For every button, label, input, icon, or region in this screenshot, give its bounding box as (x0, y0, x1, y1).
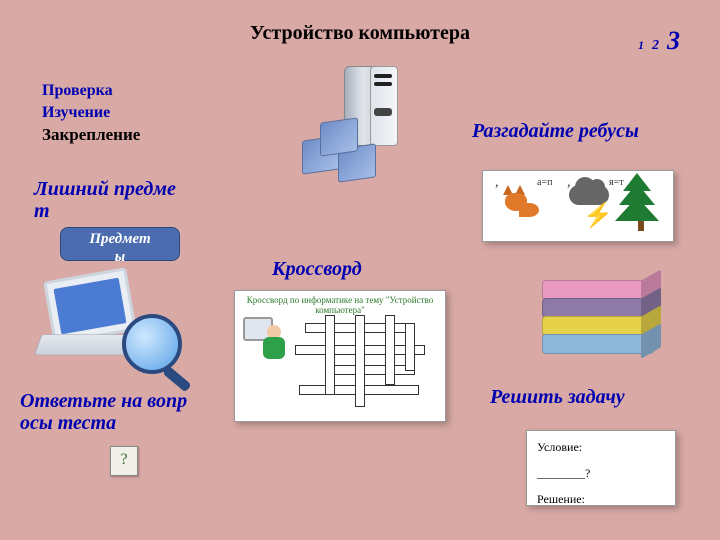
help-button[interactable]: ? (110, 446, 138, 476)
tree-icon (623, 181, 659, 231)
page-title: Устройство компьютера (0, 22, 720, 45)
task-solution-label: Решение: (537, 491, 665, 507)
books-stack-icon[interactable] (542, 280, 662, 360)
solve-task-label: Решить задачу (490, 386, 625, 408)
stage-check[interactable]: Проверка (42, 80, 140, 102)
stage-study[interactable]: Изучение (42, 102, 140, 124)
fox-icon (501, 189, 535, 223)
page-2-link[interactable]: 2 (652, 38, 659, 53)
page-1-link[interactable]: 1 (638, 38, 644, 52)
task-blank: ________? (537, 465, 665, 481)
page-number-nav[interactable]: 1 2 3 (638, 26, 680, 56)
rebus-hint-1: , (495, 175, 499, 191)
stage-fix-current: Закрепление (42, 124, 140, 146)
task-card[interactable]: Условие: ________? Решение: (526, 430, 676, 506)
items-button[interactable]: Предмет ы (60, 227, 180, 261)
computer-tower-icon (300, 60, 410, 180)
test-questions-label: Ответьте на вопр осы теста (20, 390, 230, 434)
crossword-header: Кроссворд по информатике на тему "Устрой… (235, 295, 445, 315)
laptop-search-icon[interactable] (36, 274, 166, 374)
rebus-hint-2: а=п (537, 177, 552, 188)
extra-item-label: Лишний предме т (34, 178, 224, 222)
rebus-card[interactable]: , а=п , я=т ⚡ (482, 170, 674, 242)
person-at-computer-icon (243, 317, 285, 363)
stage-menu: Проверка Изучение Закрепление (42, 80, 140, 146)
task-condition-label: Условие: (537, 439, 665, 455)
crossword-label: Кроссворд (272, 258, 362, 280)
crossword-grid-icon (295, 315, 435, 411)
page-3-current: 3 (667, 26, 680, 55)
crossword-card[interactable]: Кроссворд по информатике на тему "Устрой… (234, 290, 446, 422)
lightning-icon: ⚡ (583, 201, 613, 230)
rebus-label: Разгадайте ребусы (472, 120, 639, 142)
